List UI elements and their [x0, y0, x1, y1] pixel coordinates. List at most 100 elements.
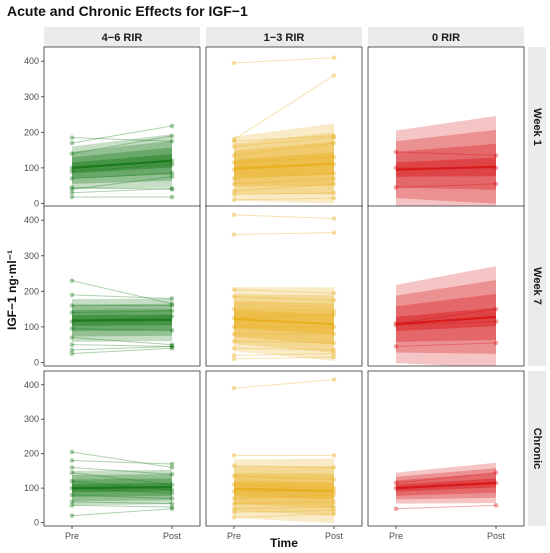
subject-point-post	[169, 504, 175, 510]
subject-point-post	[331, 195, 337, 201]
subject-point-pre	[231, 385, 237, 391]
subject-line	[395, 321, 497, 326]
panel	[43, 46, 201, 208]
credible-band	[234, 152, 334, 178]
subject-point-pre	[231, 144, 237, 149]
subject-point-pre	[69, 513, 75, 518]
subject-line	[233, 510, 335, 513]
subject-point-post	[331, 73, 337, 78]
subject-point-post	[331, 504, 337, 510]
subject-point-post	[331, 154, 337, 160]
subject-point-post	[169, 465, 175, 470]
subject-point-pre	[231, 496, 237, 501]
panel-content	[69, 449, 175, 518]
subject-line	[233, 340, 335, 344]
subject-line	[233, 183, 335, 192]
panel	[367, 205, 525, 367]
y-tick-label: 400	[24, 215, 39, 225]
subject-point-post	[331, 354, 337, 360]
subject-line	[233, 156, 335, 164]
subject-line	[395, 183, 497, 188]
subject-point-post	[169, 344, 175, 349]
subject-point-pre	[393, 185, 399, 190]
row-strip-label: Week 1	[531, 108, 543, 146]
subject-line	[233, 296, 335, 301]
subject-point-post	[331, 216, 337, 221]
subject-line	[71, 125, 173, 144]
credible-band	[234, 132, 334, 195]
subject-point-post	[169, 482, 175, 487]
subject-point-pre	[69, 135, 75, 140]
subject-line	[233, 313, 335, 319]
y-tick-label: 200	[24, 449, 39, 459]
y-tick-label: 100	[24, 322, 39, 332]
panel-background	[206, 47, 362, 207]
subject-point-post	[331, 290, 337, 296]
panel-content	[231, 212, 337, 362]
subject-line	[71, 347, 173, 355]
subject-line	[71, 345, 173, 351]
subject-line	[233, 172, 335, 180]
subject-point-post	[169, 328, 175, 333]
subject-line	[71, 137, 173, 142]
column-strip	[368, 27, 524, 47]
subject-point-post	[331, 133, 337, 139]
credible-band	[234, 123, 334, 204]
credible-band	[234, 141, 334, 187]
subject-point-pre	[69, 478, 75, 484]
subject-point-pre	[393, 506, 399, 512]
subject-point-post	[169, 301, 175, 307]
panel	[367, 370, 525, 527]
subject-point-post	[331, 511, 337, 517]
mean-line	[395, 481, 497, 490]
subject-line	[233, 214, 335, 219]
subject-point-pre	[393, 480, 399, 486]
subject-point-pre	[231, 153, 237, 158]
subject-point-pre	[231, 324, 237, 330]
subject-point-post	[169, 487, 175, 493]
subject-line	[71, 328, 173, 331]
subject-point-pre	[69, 185, 75, 190]
credible-band	[72, 147, 172, 179]
subject-point-pre	[231, 176, 237, 181]
subject-point-pre	[69, 278, 75, 283]
row-strip	[528, 47, 546, 207]
panel-border	[43, 370, 201, 527]
y-tick-label: 0	[34, 198, 39, 208]
subject-point-pre	[69, 465, 75, 470]
subject-line	[71, 472, 173, 486]
subject-point-post	[169, 472, 175, 477]
subject-point-pre	[69, 470, 75, 475]
y-tick-label: 400	[24, 56, 39, 66]
subject-point-post	[493, 319, 499, 324]
subject-point-pre	[69, 449, 75, 455]
subject-point-post	[169, 501, 175, 506]
subject-point-post	[169, 303, 175, 308]
subject-point-post	[169, 345, 175, 351]
subject-line	[71, 344, 173, 347]
y-tick-label: 0	[34, 357, 39, 367]
subject-point-post	[169, 138, 175, 144]
mean-line	[395, 315, 497, 326]
panel-background	[44, 206, 200, 366]
subject-point-post	[331, 176, 337, 181]
subject-point-pre	[393, 149, 399, 155]
subject-line	[71, 188, 173, 194]
subject-line	[71, 494, 173, 499]
subject-point-post	[331, 377, 337, 382]
mean-line	[395, 165, 497, 171]
subject-point-pre	[69, 485, 75, 491]
subject-point-pre	[69, 176, 75, 181]
column-strip	[206, 27, 362, 47]
subject-line	[233, 289, 335, 294]
subject-point-pre	[69, 326, 75, 331]
subject-point-pre	[231, 509, 237, 515]
panel	[43, 205, 201, 367]
subject-point-post	[169, 490, 175, 496]
chart-title: Acute and Chronic Effects for IGF−1	[7, 3, 248, 19]
subject-point-post	[169, 186, 175, 192]
subject-point-pre	[231, 287, 237, 292]
subject-line	[71, 501, 173, 505]
subject-point-post	[169, 186, 175, 191]
subject-point-post	[169, 313, 175, 319]
